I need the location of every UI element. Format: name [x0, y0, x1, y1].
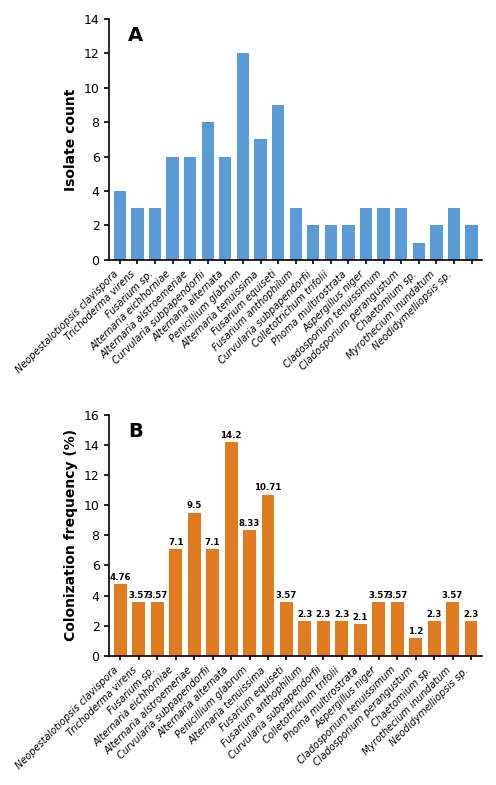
Text: 3.57: 3.57 [128, 591, 149, 600]
Y-axis label: Isolate count: Isolate count [64, 88, 78, 191]
Bar [237, 53, 249, 260]
Text: 14.2: 14.2 [220, 431, 242, 440]
Bar [325, 225, 337, 260]
Bar [261, 495, 274, 655]
Bar [206, 549, 219, 655]
Bar [354, 624, 367, 655]
Bar [167, 156, 179, 260]
Bar [342, 225, 355, 260]
Bar [225, 442, 238, 655]
Bar [307, 225, 319, 260]
Text: 2.3: 2.3 [315, 610, 331, 619]
Bar [290, 208, 302, 260]
Bar [430, 225, 442, 260]
Bar [428, 621, 440, 655]
Bar [149, 208, 161, 260]
Bar [299, 621, 311, 655]
Bar [409, 637, 422, 655]
Bar [243, 531, 256, 655]
Bar [395, 208, 407, 260]
Bar [446, 602, 459, 655]
Text: 2.3: 2.3 [427, 610, 442, 619]
Bar [377, 208, 390, 260]
Bar [219, 156, 232, 260]
Bar [169, 549, 182, 655]
Bar [317, 621, 330, 655]
Text: A: A [128, 26, 143, 45]
Text: 2.3: 2.3 [463, 610, 479, 619]
Text: B: B [128, 422, 143, 441]
Text: 9.5: 9.5 [186, 502, 202, 510]
Bar [187, 513, 200, 655]
Bar [465, 621, 478, 655]
Bar [280, 602, 293, 655]
Bar [184, 156, 196, 260]
Bar [151, 602, 164, 655]
Text: 7.1: 7.1 [168, 538, 184, 546]
Bar [132, 602, 145, 655]
Bar [201, 122, 214, 260]
Text: 2.1: 2.1 [353, 613, 368, 622]
Text: 8.33: 8.33 [239, 519, 260, 528]
Text: 10.71: 10.71 [254, 484, 282, 492]
Bar [360, 208, 372, 260]
Bar [391, 602, 404, 655]
Bar [448, 208, 460, 260]
Text: 3.57: 3.57 [368, 591, 389, 600]
Bar [372, 602, 385, 655]
Bar [131, 208, 143, 260]
Text: 4.76: 4.76 [110, 573, 131, 582]
Bar [114, 191, 126, 260]
Bar [465, 225, 478, 260]
Text: 3.57: 3.57 [146, 591, 168, 600]
Bar [413, 243, 425, 260]
Bar [335, 621, 348, 655]
Text: 3.57: 3.57 [442, 591, 463, 600]
Y-axis label: Colonization frequency (%): Colonization frequency (%) [64, 429, 78, 641]
Bar [114, 584, 127, 655]
Text: 1.2: 1.2 [408, 626, 424, 636]
Bar [254, 140, 267, 260]
Text: 7.1: 7.1 [205, 538, 220, 546]
Text: 2.3: 2.3 [297, 610, 312, 619]
Text: 3.57: 3.57 [276, 591, 297, 600]
Text: 2.3: 2.3 [334, 610, 350, 619]
Text: 3.57: 3.57 [386, 591, 408, 600]
Bar [272, 105, 284, 260]
